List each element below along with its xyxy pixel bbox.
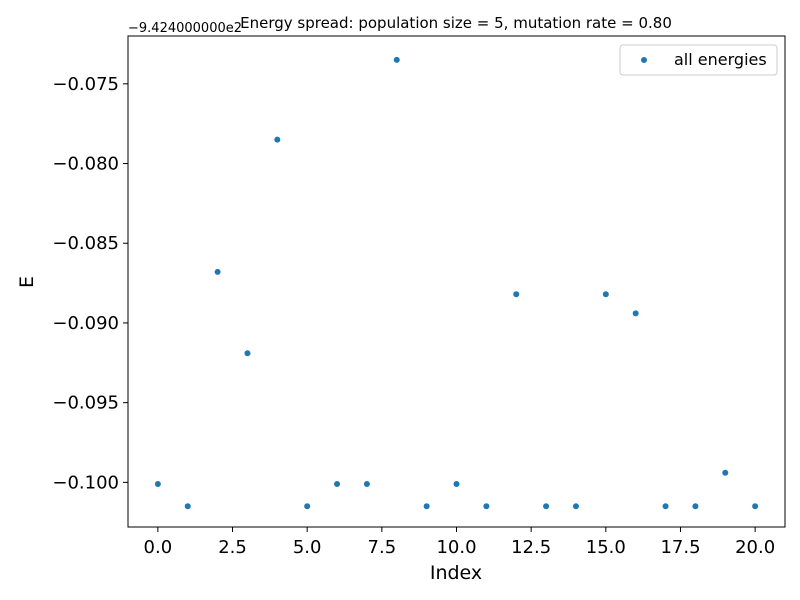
legend: all energies: [619, 44, 778, 76]
y-axis-ticks: −0.075 −0.080 −0.085 −0.090 −0.095 −0.100: [52, 74, 128, 493]
data-point: [602, 291, 609, 298]
data-point: [662, 503, 669, 510]
data-point: [692, 503, 699, 510]
y-tick-label: −0.080: [52, 154, 119, 175]
x-axis-label: Index: [430, 562, 482, 584]
x-tick-label: 15.0: [586, 537, 626, 558]
data-point: [543, 503, 550, 510]
data-point: [154, 480, 161, 487]
plot-frame: [127, 35, 786, 528]
legend-marker: [641, 57, 647, 63]
x-tick-label: 2.5: [218, 537, 247, 558]
y-offset-text: −9.424000000e2: [128, 21, 242, 36]
chart-title: Energy spread: population size = 5, muta…: [240, 14, 672, 32]
x-tick-label: 5.0: [293, 537, 322, 558]
y-axis-label: E: [16, 276, 38, 288]
data-point: [363, 480, 370, 487]
data-points: [154, 56, 759, 510]
data-point: [244, 350, 251, 357]
y-tick-label: −0.085: [52, 233, 119, 254]
plot-area: [128, 36, 785, 527]
y-tick-label: −0.100: [52, 472, 119, 493]
x-tick-label: 12.5: [511, 537, 551, 558]
x-axis-ticks: 0.0 2.5 5.0 7.5 10.0 12.5 15.0 17.5 20.0: [144, 527, 775, 558]
y-tick-label: −0.090: [52, 313, 119, 334]
data-point: [453, 480, 460, 487]
data-point: [632, 310, 639, 317]
data-point: [572, 503, 579, 510]
data-point: [274, 136, 281, 143]
data-point: [304, 503, 311, 510]
legend-label: all energies: [674, 50, 767, 69]
x-tick-label: 0.0: [144, 537, 173, 558]
data-point: [752, 503, 759, 510]
data-point: [722, 469, 729, 476]
x-tick-label: 20.0: [735, 537, 775, 558]
y-tick-label: −0.075: [52, 74, 119, 95]
data-point: [393, 56, 400, 63]
data-point: [513, 291, 520, 298]
x-tick-label: 10.0: [436, 537, 476, 558]
data-point: [334, 480, 341, 487]
x-tick-label: 7.5: [368, 537, 397, 558]
data-point: [184, 503, 191, 510]
x-tick-label: 17.5: [660, 537, 700, 558]
legend-box: [619, 44, 778, 76]
y-tick-label: −0.095: [52, 393, 119, 414]
data-point: [423, 503, 430, 510]
data-point: [483, 503, 490, 510]
data-point: [214, 268, 221, 275]
